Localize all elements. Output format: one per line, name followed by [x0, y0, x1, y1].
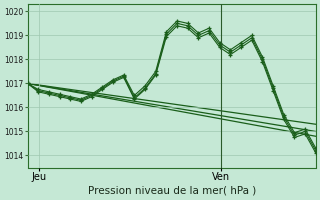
X-axis label: Pression niveau de la mer( hPa ): Pression niveau de la mer( hPa ) [88, 186, 256, 196]
